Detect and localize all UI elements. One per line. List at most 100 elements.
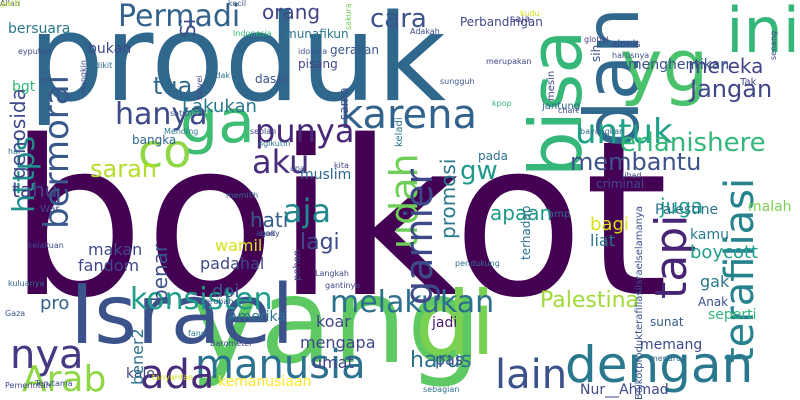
cloud-word: sih — [589, 45, 603, 63]
cloud-word: chart — [558, 106, 579, 115]
cloud-word: kita — [334, 161, 349, 170]
cloud-word: Adakah — [410, 27, 440, 36]
cloud-word: pro — [40, 293, 70, 314]
cloud-word: memilih — [226, 191, 259, 200]
cloud-word: co — [138, 124, 192, 178]
cloud-word: muslim — [300, 167, 352, 183]
cloud-word: fandom — [78, 256, 140, 275]
cloud-word: boycott — [690, 242, 759, 263]
cloud-word: amp — [548, 209, 571, 220]
cloud-word: yang — [190, 252, 482, 390]
cloud-word: merupakan — [486, 57, 532, 66]
cloud-word: survei — [195, 75, 204, 100]
cloud-word: munafikun — [285, 27, 349, 41]
cloud-word: kudu — [520, 9, 540, 18]
cloud-word: satunya — [170, 109, 202, 118]
cloud-word: konsisten — [130, 282, 273, 317]
cloud-word: Terutama — [35, 379, 73, 388]
cloud-word: mengapa — [300, 333, 376, 352]
cloud-word: mungkin — [79, 59, 88, 95]
cloud-word: kamu — [690, 227, 729, 243]
cloud-word: bgt — [12, 79, 36, 95]
cloud-word: karena — [340, 92, 478, 138]
cloud-word: Permadi — [118, 0, 241, 34]
cloud-word: berubah — [200, 297, 234, 306]
cloud-word: bangka — [132, 133, 177, 147]
cloud-word: kelakuan — [28, 241, 64, 250]
cloud-word: dengan — [565, 336, 754, 394]
cloud-word: Gaza — [5, 309, 26, 318]
cloud-word: Jangan — [690, 75, 773, 103]
cloud-word: Israel — [70, 268, 295, 363]
cloud-word: koar — [316, 312, 351, 331]
cloud-word: hati — [250, 208, 289, 232]
cloud-word: Palestina — [540, 288, 640, 313]
cloud-word: cara — [370, 4, 427, 34]
cloud-word: pada — [478, 149, 508, 163]
cloud-word: keladi — [394, 117, 405, 148]
cloud-word: tapi — [646, 214, 697, 300]
cloud-word: dikit — [95, 61, 113, 70]
cloud-word: sunat — [650, 315, 684, 329]
cloud-word: gerakan — [330, 43, 379, 57]
cloud-word: Perbandingan — [460, 15, 543, 29]
cloud-word: War — [40, 204, 60, 215]
cloud-word: fans — [188, 329, 205, 338]
cloud-word: jihad — [622, 171, 642, 180]
cloud-word: Palestine — [655, 202, 719, 218]
cloud-word: global — [584, 35, 609, 44]
cloud-word: bukan — [88, 41, 132, 57]
cloud-word: yg — [620, 24, 709, 108]
cloud-word: criminal — [596, 177, 645, 191]
cloud-word: harusnya — [612, 51, 650, 60]
cloud-word: apaan — [490, 201, 553, 225]
cloud-word: zionis — [612, 39, 641, 50]
cloud-word: sungguh — [440, 77, 475, 86]
cloud-word: kpop — [492, 99, 512, 108]
cloud-word: pas — [435, 350, 464, 369]
cloud-word: Mending — [164, 127, 199, 136]
cloud-word: ada — [140, 352, 215, 398]
cloud-word: eyputun — [18, 47, 52, 56]
cloud-word: pisang — [298, 57, 338, 71]
cloud-word: Lakukan — [182, 96, 257, 117]
cloud-word: promosi — [436, 158, 460, 239]
cloud-word: genosida — [6, 88, 30, 180]
cloud-word: ngikutin — [258, 139, 291, 148]
cloud-word: di — [415, 272, 496, 375]
cloud-word: produk — [28, 0, 447, 129]
cloud-word: Si — [176, 18, 200, 37]
cloud-word: lain — [495, 352, 568, 398]
cloud-word: menurut — [650, 354, 685, 363]
cloud-word: hal — [8, 147, 21, 156]
cloud-word: nya — [10, 332, 84, 378]
cloud-word: body — [260, 229, 280, 238]
cloud-word: pohon — [292, 249, 303, 281]
cloud-word: Nur__Ahmad — [580, 382, 669, 398]
cloud-word: juga — [660, 194, 704, 218]
cloud-word: orang — [262, 0, 321, 24]
cloud-word: aja — [283, 192, 332, 230]
cloud-word: Tak — [740, 77, 757, 88]
cloud-word: dasar — [255, 72, 289, 86]
cloud-word: idolnya — [298, 47, 328, 56]
cloud-word: hanya — [115, 97, 208, 132]
cloud-word: garnier — [397, 168, 441, 305]
cloud-word: tidak — [210, 71, 230, 80]
cloud-word: Arab — [22, 359, 107, 400]
cloud-word: tahu — [12, 178, 58, 202]
cloud-word: bener2 — [128, 327, 147, 385]
cloud-word: sakura — [344, 3, 353, 30]
cloud-word: memang — [640, 337, 703, 353]
cloud-word: wamil — [215, 236, 263, 255]
cloud-word: punya — [255, 112, 355, 150]
cloud-word: liat — [590, 231, 615, 250]
cloud-word: mereka — [688, 54, 764, 78]
cloud-word: seolah — [250, 127, 277, 136]
cloud-word: bersuara — [8, 21, 71, 37]
cloud-word: membantu — [570, 148, 702, 176]
cloud-word: Anak — [698, 295, 729, 309]
cloud-word: saran — [90, 155, 157, 183]
cloud-word: kemanusiaan — [218, 374, 312, 390]
